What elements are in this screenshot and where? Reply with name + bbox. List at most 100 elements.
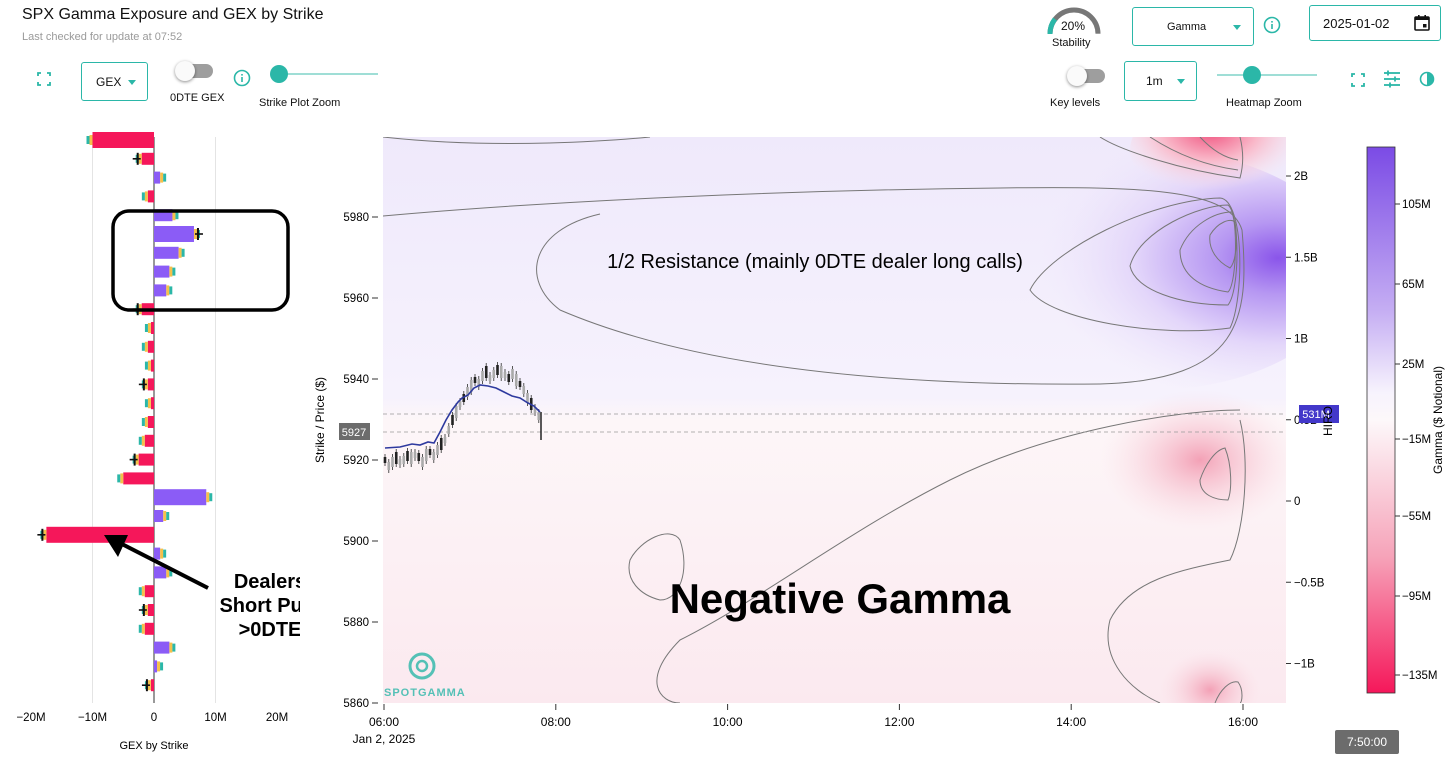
price-candle (466, 387, 469, 397)
price-candle (451, 415, 454, 425)
gex-bar (154, 265, 170, 278)
price-candle (439, 438, 443, 450)
gex-bar-marker (169, 568, 173, 577)
gex-bar (147, 378, 154, 391)
strike-zoom-track[interactable] (278, 73, 378, 75)
gex-select[interactable]: GEX (81, 62, 148, 101)
price-candle (391, 457, 394, 467)
gamma-select[interactable]: Gamma (1132, 7, 1254, 46)
strike-tick-label: 5960 (343, 293, 369, 305)
gex-tick-label: 10M (204, 712, 226, 724)
price-candle (469, 380, 473, 392)
gex-select-value: GEX (96, 74, 122, 89)
gex-bar (147, 340, 154, 353)
settings-sliders-icon[interactable] (1383, 70, 1403, 90)
gex-bar (154, 226, 194, 242)
gex-bar (147, 190, 154, 203)
date-input-value: 2025-01-02 (1323, 15, 1390, 31)
info-icon[interactable] (1263, 16, 1283, 36)
y-axis-label: Strike / Price ($) (313, 377, 327, 463)
gex-bar-marker (138, 436, 142, 445)
gex-bar (154, 246, 179, 259)
hiro-value-chip (1299, 405, 1339, 423)
price-candle (383, 457, 387, 463)
last-checked-text: Last checked for update at 07:52 (22, 31, 183, 43)
price-candle (473, 377, 477, 383)
price-candle (503, 372, 507, 378)
heatmap-zoom-label: Heatmap Zoom (1226, 97, 1302, 109)
gex-bar (154, 641, 170, 654)
time-tick-label: 08:00 (541, 715, 571, 729)
price-candle (537, 412, 541, 420)
strike-tick-label: 5920 (343, 455, 369, 467)
interval-select-value: 1m (1146, 74, 1163, 88)
time-readout-chip: 7:50:00 (1335, 730, 1399, 754)
time-axis: 06:00 08:00 10:00 12:00 14:00 16:00 (369, 704, 1258, 729)
hiro-value: 531M (1302, 409, 1330, 421)
contrast-icon[interactable] (1419, 71, 1439, 91)
highlight-box (111, 209, 290, 312)
gex-bar-marker (144, 417, 148, 427)
fullscreen-icon[interactable] (1350, 72, 1370, 92)
key-levels-toggle[interactable] (1067, 66, 1105, 86)
annotation-arrow (119, 541, 209, 590)
gex-bar (154, 547, 161, 560)
hiro-tick-label: −1B (1294, 659, 1315, 671)
price-candle (402, 456, 406, 464)
price-candle (409, 452, 413, 464)
price-candle (421, 457, 424, 467)
gex-bar-marker (147, 323, 151, 333)
gex-bar (147, 416, 154, 428)
heatmap-zoom-slider[interactable] (1243, 66, 1261, 84)
gex-bar-marker (144, 341, 148, 352)
chevron-down-icon (1177, 79, 1185, 84)
stability-gauge (1044, 4, 1104, 38)
heatmap-zoom-track[interactable] (1217, 74, 1317, 76)
time-tick-label: 12:00 (884, 715, 914, 729)
gex-bar-marker (138, 587, 142, 596)
gex-bar-marker (169, 286, 173, 295)
gex-bar-marker (163, 173, 167, 182)
strike-zoom-slider[interactable] (270, 65, 288, 83)
hiro-tick-label: −0.5B (1294, 577, 1325, 589)
gex-bar-marker (86, 136, 90, 144)
price-candle (511, 369, 514, 379)
odte-gex-toggle[interactable] (175, 61, 213, 81)
gex-by-strike-chart: −20M −10M 0 10M 20M GEX by Strike Dealers Sh… (16, 132, 300, 752)
price-candle (447, 426, 451, 434)
gex-tick-label: −10M (78, 712, 107, 724)
date-input[interactable]: 2025-01-02 (1309, 5, 1441, 41)
strike-tick-label: 5940 (343, 374, 369, 386)
hiro-tick-label: 2B (1294, 171, 1308, 183)
time-tick-label: 06:00 (369, 715, 399, 729)
fullscreen-icon[interactable] (36, 71, 56, 91)
gex-bar-marker (144, 191, 148, 202)
gex-bar-marker (172, 643, 176, 652)
gex-bar-marker (160, 662, 164, 671)
info-icon[interactable] (233, 69, 253, 89)
calendar-icon[interactable] (1413, 14, 1431, 35)
gex-bar-marker (166, 567, 170, 578)
price-candle (432, 452, 436, 460)
time-tick-label: 14:00 (1056, 715, 1086, 729)
price-candle (518, 381, 522, 387)
gex-bar (144, 585, 154, 598)
price-candle (428, 449, 432, 455)
gex-bar (154, 566, 167, 579)
gex-bar (138, 453, 154, 466)
gex-bar-marker (144, 324, 148, 332)
gex-bar-marker (141, 342, 145, 351)
colorbar-tick-label: −55M (1402, 511, 1431, 523)
gex-bar-marker (166, 285, 170, 296)
gex-tick-label: 20M (266, 712, 288, 724)
price-candle (533, 407, 537, 413)
colorbar-tick-label: −135M (1402, 670, 1437, 682)
colorbar-tick-label: −15M (1402, 434, 1431, 446)
price-candle (406, 451, 409, 461)
colorbar-tick-label: 25M (1402, 359, 1424, 371)
price-candle (507, 374, 511, 382)
gex-bar (46, 526, 154, 543)
gex-bar-marker (147, 360, 151, 371)
price-candle (424, 449, 428, 461)
interval-select[interactable]: 1m (1124, 61, 1197, 101)
